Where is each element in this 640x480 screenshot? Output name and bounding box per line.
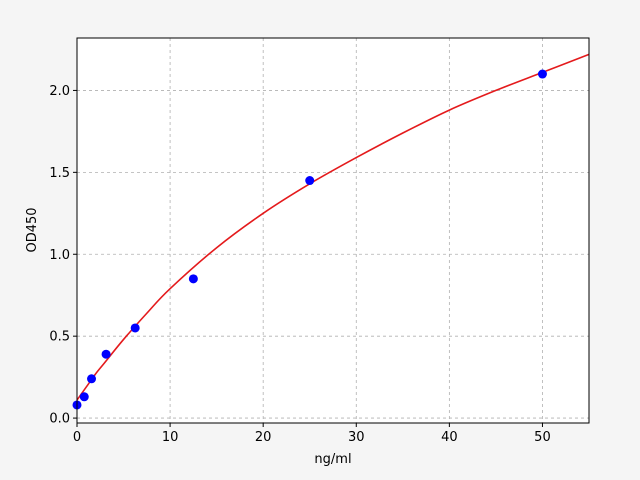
x-tick-label: 30 — [348, 430, 365, 445]
x-tick-label: 10 — [162, 430, 179, 445]
y-tick-label: 2.0 — [49, 84, 70, 99]
y-tick-label: 1.0 — [49, 248, 70, 263]
x-tick-label: 40 — [441, 430, 458, 445]
x-axis-ticks: 0 10 20 30 40 50 — [73, 423, 551, 445]
data-point — [79, 392, 89, 402]
plot-area — [77, 38, 589, 423]
x-axis-label: ng/ml — [314, 452, 351, 467]
y-axis-label: OD450 — [25, 207, 40, 252]
data-point — [130, 323, 140, 333]
y-tick-label: 0.0 — [49, 412, 70, 427]
x-tick-label: 50 — [534, 430, 551, 445]
y-tick-label: 0.5 — [49, 330, 70, 345]
data-point — [305, 176, 315, 186]
x-tick-label: 20 — [255, 430, 272, 445]
data-point — [537, 69, 547, 79]
data-points — [72, 69, 547, 410]
data-point — [188, 274, 198, 284]
y-tick-label: 1.5 — [49, 166, 70, 181]
grid — [76, 38, 589, 423]
data-point — [87, 374, 97, 384]
y-axis-ticks: 0.0 0.5 1.0 1.5 2.0 — [49, 84, 77, 427]
x-tick-label: 0 — [73, 430, 81, 445]
fit-curve-line — [76, 53, 590, 401]
plot-frame — [76, 37, 590, 424]
fit-curve-group — [76, 53, 590, 401]
data-point — [101, 349, 111, 359]
